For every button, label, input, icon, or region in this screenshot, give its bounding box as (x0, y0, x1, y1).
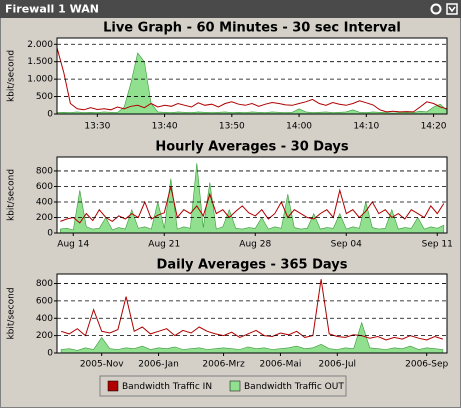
settings-icon[interactable] (430, 3, 442, 15)
x-tick-label: 14:00 (286, 122, 312, 132)
x-tick-label: 2006-Mrz (202, 360, 245, 370)
line (56, 47, 448, 113)
y-tick-label: 0 (47, 229, 53, 239)
y-tick-label: 200 (36, 331, 53, 341)
x-tick-label: 14:10 (353, 122, 379, 132)
plot-frame (56, 273, 448, 354)
y-tick-label: 0 (47, 110, 53, 120)
x-tick-label: 13:50 (219, 122, 245, 132)
x-tick-label: 14:20 (421, 122, 447, 132)
plot-area (56, 156, 448, 234)
gear[interactable] (430, 3, 442, 15)
y-tick-label: 1.000 (27, 75, 53, 85)
legend-swatch (229, 380, 241, 392)
chart-title: Hourly Averages - 30 Days (155, 140, 349, 155)
x-tick-label: 2006-Mai (259, 360, 301, 370)
plot-area (56, 273, 448, 354)
y-tick-label: 2.000 (27, 40, 53, 50)
y-tick-label: 600 (36, 182, 53, 192)
window-arrow[interactable] (448, 6, 456, 13)
x-tick-label: Aug 14 (57, 240, 89, 250)
area (56, 52, 448, 115)
title-bar (0, 0, 461, 18)
y-axis-label: kbit/second (7, 169, 17, 221)
y-tick-label: 800 (36, 279, 53, 289)
window-box[interactable] (446, 3, 458, 15)
y-tick-label: 0 (47, 349, 53, 359)
y-tick-label: 1.500 (27, 57, 53, 67)
chart-title: Live Graph - 60 Minutes - 30 sec Interva… (103, 21, 401, 36)
chart-title: Daily Averages - 365 Days (157, 258, 348, 273)
x-tick-label: 13:40 (152, 122, 178, 132)
y-tick-label: 800 (36, 166, 53, 176)
y-tick-label: 500 (36, 92, 53, 102)
line (60, 279, 444, 341)
legend-label: Bandwidth Traffic OUT (244, 382, 344, 392)
x-tick-label: 2006-Jul (319, 360, 357, 370)
window-icon[interactable] (446, 3, 458, 15)
legend-label: Bandwidth Traffic IN (122, 382, 212, 392)
plot-area (56, 37, 448, 115)
line (60, 186, 445, 224)
y-axis-label: kbit/second (7, 50, 17, 102)
y-tick-label: 200 (36, 213, 53, 223)
legend-swatch (107, 380, 119, 392)
x-tick-label: 2006-Sep (405, 360, 448, 370)
area (60, 321, 444, 354)
x-tick-label: Sep 04 (331, 240, 363, 250)
y-tick-label: 600 (36, 296, 53, 306)
window-title: Firewall 1 WAN (5, 3, 99, 16)
x-tick-label: 13:30 (84, 122, 110, 132)
plot-frame (56, 156, 448, 234)
plot-frame (56, 37, 448, 115)
x-tick-label: 2006-Jan (138, 360, 179, 370)
x-tick-label: Sep 11 (422, 240, 453, 250)
legend-box (99, 375, 347, 397)
x-tick-label: Aug 28 (239, 240, 271, 250)
y-tick-label: 400 (36, 314, 53, 324)
x-tick-label: 2005-Nov (80, 360, 124, 370)
x-tick-label: Aug 21 (148, 240, 180, 250)
y-tick-label: 400 (36, 197, 53, 207)
y-axis-label: kbit/second (7, 287, 17, 339)
